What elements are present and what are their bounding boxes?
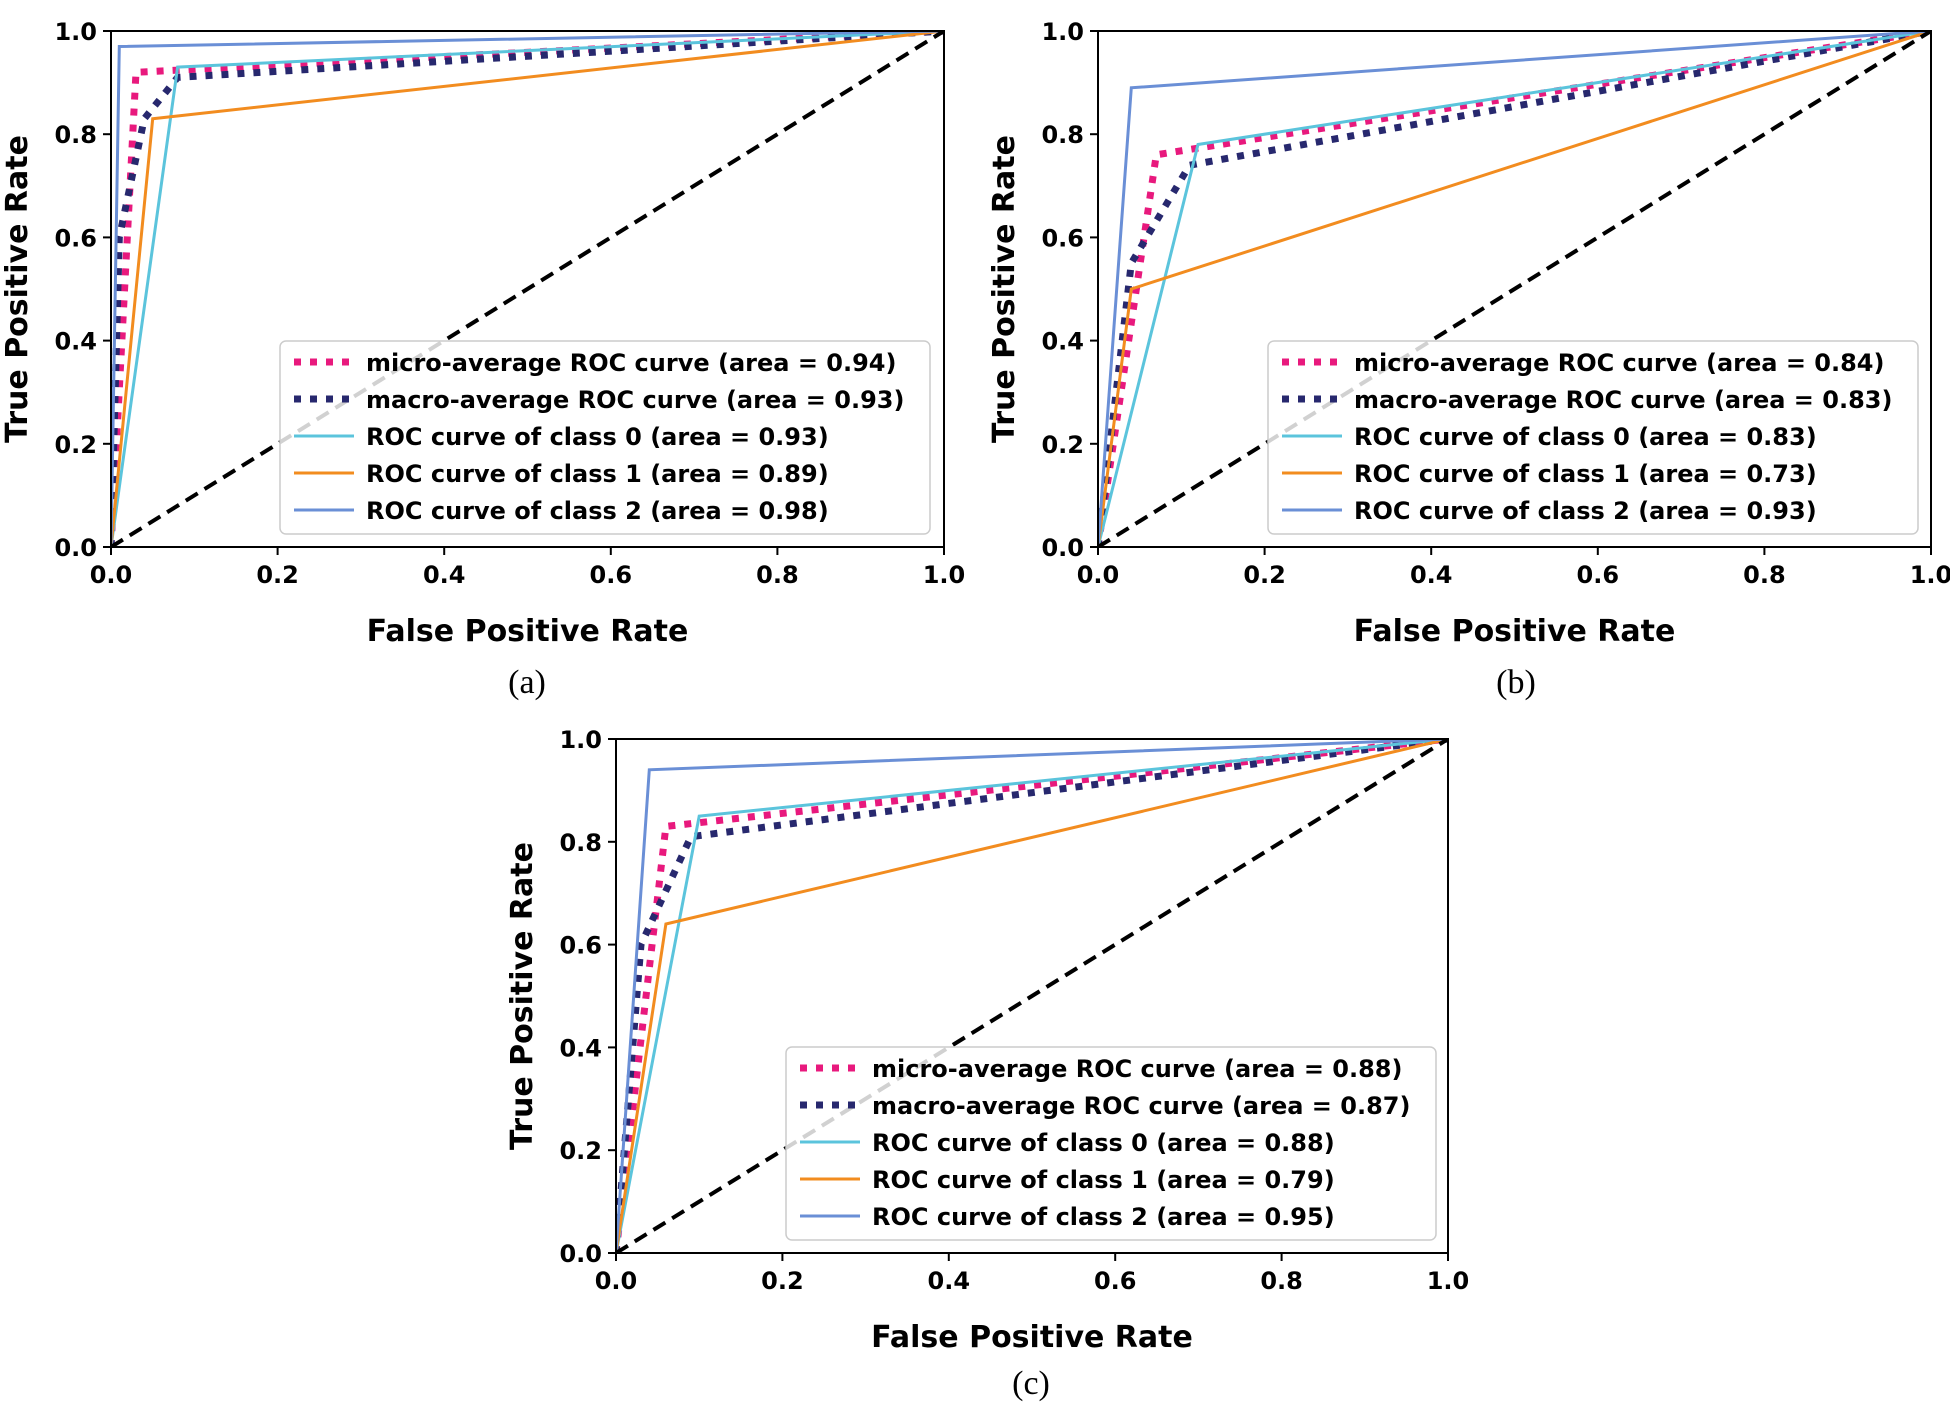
- x-tick-label: 1.0: [1427, 1267, 1470, 1295]
- roc-series-line-1: [616, 739, 1448, 1253]
- legend-entry-label: micro-average ROC curve (area = 0.84): [1354, 349, 1884, 377]
- x-tick-label: 0.0: [1077, 561, 1120, 589]
- x-tick-label: 1.0: [1910, 561, 1950, 589]
- x-axis-label: False Positive Rate: [871, 1320, 1193, 1355]
- panel-caption: (a): [508, 664, 546, 701]
- x-tick-label: 0.8: [1260, 1267, 1303, 1295]
- x-tick-label: 0.2: [761, 1267, 804, 1295]
- y-tick-label: 0.6: [1041, 224, 1084, 252]
- roc-series-line-0: [1098, 31, 1931, 547]
- y-tick-label: 1.0: [559, 726, 602, 754]
- roc-series-line-2: [1098, 31, 1931, 547]
- x-tick-label: 1.0: [923, 561, 966, 589]
- legend-entry-label: macro-average ROC curve (area = 0.83): [1354, 386, 1892, 414]
- x-tick-label: 0.6: [590, 561, 633, 589]
- legend-box: [785, 1046, 1437, 1241]
- roc-series-line-2: [111, 31, 944, 547]
- legend-entry-label: ROC curve of class 1 (area = 0.73): [1354, 460, 1817, 488]
- legend: micro-average ROC curve (area = 0.88) mac…: [785, 1046, 1437, 1241]
- y-tick-label: 1.0: [54, 18, 97, 46]
- y-axis-label: True Positive Rate: [987, 135, 1022, 443]
- plot-frame: [615, 738, 1449, 1254]
- x-axis-label: False Positive Rate: [1354, 614, 1676, 649]
- panel-a: 0.0 0.2 0.4 0.6 0.8 1.0 0.0 0.2 0.4 0.6 0.8 1.0 Fals…: [0, 18, 965, 701]
- y-tick-label: 1.0: [1041, 18, 1084, 46]
- roc-series-line-2: [616, 739, 1448, 1253]
- legend: micro-average ROC curve (area = 0.94) mac…: [279, 340, 931, 535]
- chance-diagonal-line: [1098, 31, 1931, 547]
- legend-entry-label: ROC curve of class 0 (area = 0.93): [366, 423, 829, 451]
- y-tick-label: 0.8: [1041, 121, 1084, 149]
- y-tick-label: 0.0: [559, 1240, 602, 1268]
- legend-entry-label: ROC curve of class 2 (area = 0.98): [366, 497, 829, 525]
- x-tick-label: 0.2: [1243, 561, 1286, 589]
- legend-entry-label: ROC curve of class 2 (area = 0.93): [1354, 497, 1817, 525]
- y-axis-label: True Positive Rate: [0, 135, 35, 443]
- y-tick-label: 0.8: [559, 829, 602, 857]
- legend-entry-label: micro-average ROC curve (area = 0.88): [872, 1055, 1402, 1083]
- y-tick-label: 0.6: [559, 932, 602, 960]
- panel-c: 0.0 0.2 0.4 0.6 0.8 1.0 0.0 0.2 0.4 0.6 0.8 1.0 Fals…: [505, 726, 1469, 1402]
- x-tick-label: 0.4: [423, 561, 466, 589]
- legend: micro-average ROC curve (area = 0.84) mac…: [1267, 340, 1919, 535]
- roc-series-line-4: [1098, 31, 1931, 547]
- roc-series-line-1: [1098, 31, 1931, 547]
- roc-series-line-4: [111, 31, 944, 547]
- panel-caption: (b): [1496, 664, 1536, 701]
- roc-series-line-3: [111, 31, 944, 547]
- x-tick-label: 0.2: [256, 561, 299, 589]
- x-tick-label: 0.4: [1410, 561, 1453, 589]
- x-tick-label: 0.6: [1094, 1267, 1137, 1295]
- legend-entry-label: ROC curve of class 1 (area = 0.89): [366, 460, 829, 488]
- y-tick-label: 0.4: [1041, 328, 1084, 356]
- y-tick-label: 0.8: [54, 121, 97, 149]
- legend-entry-label: ROC curve of class 0 (area = 0.83): [1354, 423, 1817, 451]
- panel-b: 0.0 0.2 0.4 0.6 0.8 1.0 0.0 0.2 0.4 0.6 0.8 1.0 Fals…: [987, 18, 1950, 701]
- x-tick-label: 0.0: [90, 561, 133, 589]
- plot-frame: [110, 30, 945, 548]
- plot-frame: [1097, 30, 1932, 548]
- chance-diagonal-line: [111, 31, 944, 547]
- roc-series-line-3: [616, 739, 1448, 1253]
- x-tick-label: 0.8: [1743, 561, 1786, 589]
- y-axis-label: True Positive Rate: [505, 842, 540, 1150]
- x-tick-label: 0.0: [595, 1267, 638, 1295]
- roc-series-line-3: [1098, 31, 1931, 547]
- panel-caption: (c): [1012, 1365, 1050, 1402]
- x-axis-label: False Positive Rate: [367, 614, 689, 649]
- y-tick-label: 0.0: [1041, 534, 1084, 562]
- y-tick-label: 0.2: [1041, 431, 1084, 459]
- legend-entry-label: macro-average ROC curve (area = 0.87): [872, 1092, 1410, 1120]
- legend-entry-label: ROC curve of class 1 (area = 0.79): [872, 1166, 1335, 1194]
- x-tick-label: 0.8: [756, 561, 799, 589]
- y-tick-label: 0.2: [54, 431, 97, 459]
- y-tick-label: 0.6: [54, 224, 97, 252]
- y-tick-label: 0.4: [559, 1034, 602, 1062]
- y-tick-label: 0.4: [54, 328, 97, 356]
- legend-entry-label: micro-average ROC curve (area = 0.94): [366, 349, 896, 377]
- legend-entry-label: ROC curve of class 0 (area = 0.88): [872, 1129, 1335, 1157]
- roc-series-line-1: [111, 31, 944, 547]
- x-tick-label: 0.6: [1577, 561, 1620, 589]
- x-tick-label: 0.4: [928, 1267, 971, 1295]
- y-tick-label: 0.2: [559, 1137, 602, 1165]
- legend-box: [1267, 340, 1919, 535]
- legend-box: [279, 340, 931, 535]
- chance-diagonal-line: [616, 739, 1448, 1253]
- y-tick-label: 0.0: [54, 534, 97, 562]
- roc-series-line-4: [616, 739, 1448, 1253]
- legend-entry-label: ROC curve of class 2 (area = 0.95): [872, 1203, 1335, 1231]
- legend-entry-label: macro-average ROC curve (area = 0.93): [366, 386, 904, 414]
